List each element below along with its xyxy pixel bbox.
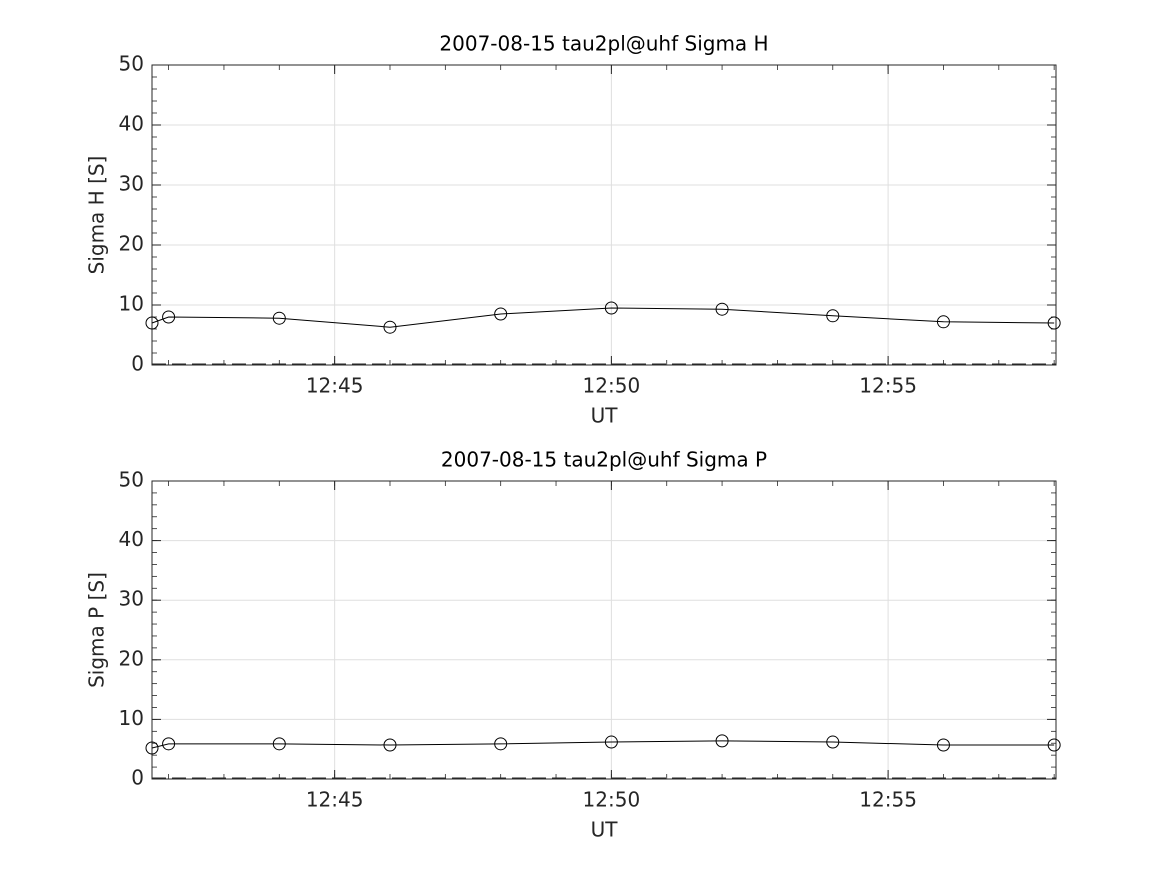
data-point xyxy=(715,302,729,316)
data-point xyxy=(145,316,159,330)
y-tick-label: 40 xyxy=(119,527,144,551)
data-point xyxy=(826,735,840,749)
x-axis-label: UT xyxy=(591,818,619,842)
data-point xyxy=(494,307,508,321)
data-point xyxy=(826,309,840,323)
data-point xyxy=(604,735,618,749)
data-point xyxy=(383,738,397,752)
y-tick-label: 0 xyxy=(131,766,144,790)
y-tick-label: 10 xyxy=(119,292,144,316)
x-tick-label: 12:45 xyxy=(306,374,364,398)
series-line xyxy=(151,740,1055,749)
axes-box xyxy=(151,64,1057,366)
data-point xyxy=(272,737,286,751)
y-tick-label: 10 xyxy=(119,706,144,730)
y-tick-label: 40 xyxy=(119,112,144,136)
data-point xyxy=(1047,316,1061,330)
data-point xyxy=(145,741,159,755)
y-tick-label: 50 xyxy=(119,52,144,76)
data-point xyxy=(272,311,286,325)
x-tick-label: 12:45 xyxy=(306,788,364,812)
y-tick-label: 30 xyxy=(119,172,144,196)
data-point xyxy=(494,737,508,751)
x-tick-label: 12:55 xyxy=(859,374,917,398)
y-axis-label: Sigma H [S] xyxy=(85,156,109,275)
chart-title: 2007-08-15 tau2pl@uhf Sigma P xyxy=(441,448,767,472)
y-tick-label: 20 xyxy=(119,646,144,670)
chart-title: 2007-08-15 tau2pl@uhf Sigma H xyxy=(439,32,768,56)
data-point xyxy=(936,315,950,329)
y-axis-label: Sigma P [S] xyxy=(85,572,109,688)
data-point xyxy=(383,320,397,334)
data-point xyxy=(715,734,729,748)
axes-box xyxy=(151,480,1057,780)
series-line xyxy=(151,307,1055,328)
y-tick-label: 0 xyxy=(131,352,144,376)
x-tick-label: 12:50 xyxy=(583,788,641,812)
y-tick-label: 30 xyxy=(119,587,144,611)
x-axis-label: UT xyxy=(591,404,619,428)
data-point xyxy=(936,738,950,752)
data-point xyxy=(604,301,618,315)
x-tick-label: 12:55 xyxy=(859,788,917,812)
data-point xyxy=(162,737,176,751)
data-point xyxy=(162,310,176,324)
x-tick-label: 12:50 xyxy=(583,374,641,398)
data-point xyxy=(1047,738,1061,752)
y-tick-label: 50 xyxy=(119,468,144,492)
y-tick-label: 20 xyxy=(119,232,144,256)
